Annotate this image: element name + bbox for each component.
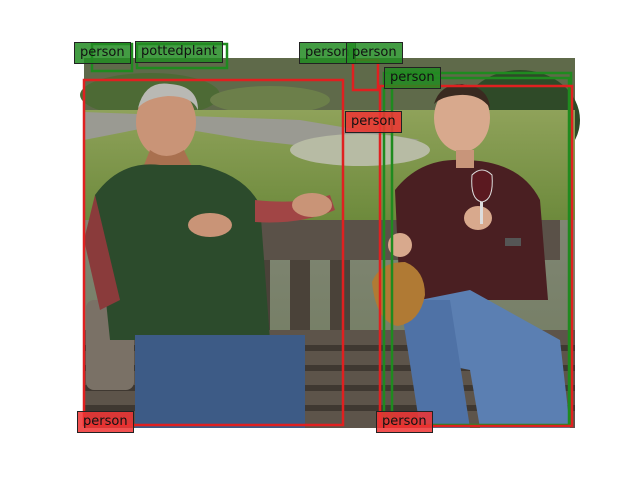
label-person-gt-1: person <box>74 42 131 64</box>
photo <box>80 58 580 428</box>
label-person-gt-4: person <box>384 67 441 89</box>
label-person-pred-left: person <box>77 411 134 433</box>
box-person-pred-right <box>378 84 574 428</box>
label-person-pred-mid: person <box>345 111 402 133</box>
left-man <box>84 83 335 428</box>
label-person-pred-right: person <box>376 411 433 433</box>
label-person-gt-3: person <box>346 42 403 64</box>
flower-bed <box>290 134 430 166</box>
label-pottedplant-gt: pottedplant <box>135 41 223 63</box>
shrub-mid <box>210 86 330 114</box>
box-person-pred-left <box>82 78 345 427</box>
right-man <box>372 84 570 428</box>
